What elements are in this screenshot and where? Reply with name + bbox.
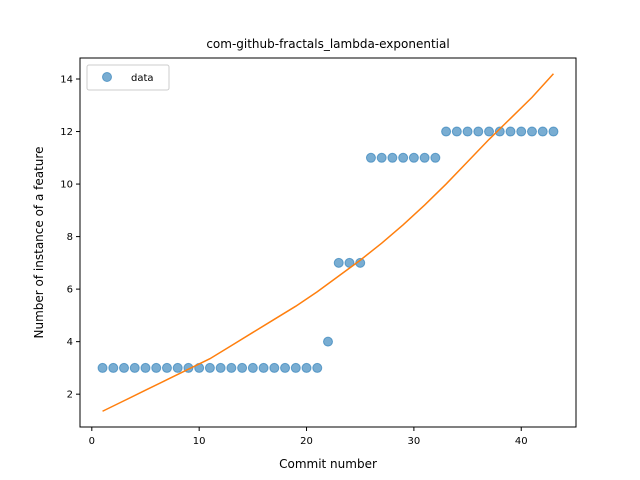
data-point <box>247 362 258 373</box>
data-point <box>215 362 226 373</box>
y-tick-label: 6 <box>67 285 73 296</box>
data-point <box>97 362 108 373</box>
data-point <box>226 362 237 373</box>
data-point <box>290 362 301 373</box>
data-point <box>441 126 452 137</box>
data-point <box>161 362 172 373</box>
plot-frame <box>79 57 577 428</box>
data-point <box>280 362 291 373</box>
chart-title: com-github-fractals_lambda-exponential <box>206 37 449 51</box>
data-point <box>537 126 548 137</box>
data-point <box>172 362 183 373</box>
data-point <box>333 257 344 268</box>
x-tick-label: 10 <box>193 436 206 447</box>
data-point <box>408 152 419 163</box>
x-tick-label: 20 <box>300 436 313 447</box>
legend-label-data: data <box>131 73 154 84</box>
data-point <box>129 362 140 373</box>
y-tick-label: 2 <box>67 390 73 401</box>
data-point <box>516 126 527 137</box>
y-tick-label: 14 <box>60 75 73 86</box>
data-point <box>119 362 130 373</box>
data-point <box>462 126 473 137</box>
data-point <box>312 362 323 373</box>
data-point <box>387 152 398 163</box>
y-axis-label: Number of instance of a feature <box>32 147 46 339</box>
x-tick-label: 30 <box>408 436 421 447</box>
x-tick-label: 0 <box>89 436 95 447</box>
data-point <box>473 126 484 137</box>
data-point <box>376 152 387 163</box>
data-point <box>505 126 516 137</box>
data-point <box>398 152 409 163</box>
legend-marker-data <box>102 72 112 82</box>
data-point <box>108 362 119 373</box>
data-point <box>301 362 312 373</box>
data-point <box>365 152 376 163</box>
data-point <box>204 362 215 373</box>
fit-line <box>102 73 555 412</box>
data-point <box>237 362 248 373</box>
series-layer <box>97 73 559 412</box>
legend: data <box>86 64 170 91</box>
x-axis-label: Commit number <box>279 457 377 471</box>
x-tick-label: 40 <box>515 436 528 447</box>
data-point <box>258 362 269 373</box>
data-point <box>269 362 280 373</box>
data-point <box>548 126 559 137</box>
data-point <box>430 152 441 163</box>
legend-box <box>86 64 170 91</box>
data-point <box>140 362 151 373</box>
data-point <box>419 152 430 163</box>
axes-layer: 0 10 20 30 40 2 4 6 8 10 12 14 <box>60 75 527 447</box>
data-point <box>484 126 495 137</box>
data-point <box>451 126 462 137</box>
y-tick-label: 4 <box>67 337 73 348</box>
data-point <box>526 126 537 137</box>
y-tick-label: 12 <box>60 127 73 138</box>
y-tick-label: 10 <box>60 180 73 191</box>
y-tick-label: 8 <box>67 232 73 243</box>
data-point <box>494 126 505 137</box>
data-point <box>323 336 333 347</box>
data-point <box>151 362 162 373</box>
